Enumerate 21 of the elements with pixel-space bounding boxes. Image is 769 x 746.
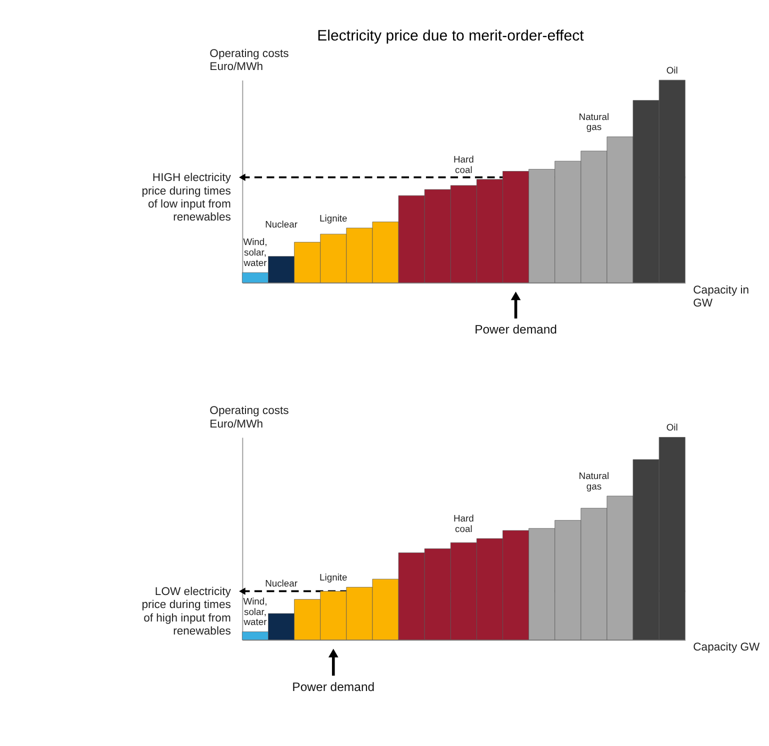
x-tick-label: Hard coal <box>453 153 474 175</box>
text: Power demand <box>292 680 375 694</box>
legend-label: LOW electricity price during times of high input from renewables <box>142 586 232 638</box>
chart-title: Electricity price due to merit-order-effect <box>317 27 585 44</box>
y-axis-title: Operating costs Euro/MWh <box>210 48 290 74</box>
y-axis-title: Operating costs Euro/MWh <box>210 405 290 430</box>
x-tick-label: Nuclear <box>265 578 298 589</box>
legend-label: HIGH electricity price during times of low input from renewables <box>142 172 232 224</box>
x-tick-label: Oil <box>666 422 678 433</box>
x-tick-label: Oil <box>666 64 678 76</box>
x-tick-label: Wind, solar, water <box>242 236 268 268</box>
x-tick-label: Lignite <box>320 212 348 224</box>
x-tick-label: Nuclear <box>265 218 298 230</box>
x-axis-title: Capacity in GW <box>693 284 750 310</box>
x-axis-title: Capacity GW <box>693 642 760 654</box>
x-tick-label: Wind, solar, water <box>242 595 268 628</box>
x-tick-label: Natural gas <box>578 470 610 492</box>
x-tick-label: Natural gas <box>578 110 610 132</box>
x-tick-label: Hard coal <box>453 512 474 534</box>
x-tick-label: Lignite <box>320 572 348 583</box>
text: Power demand <box>474 322 558 337</box>
